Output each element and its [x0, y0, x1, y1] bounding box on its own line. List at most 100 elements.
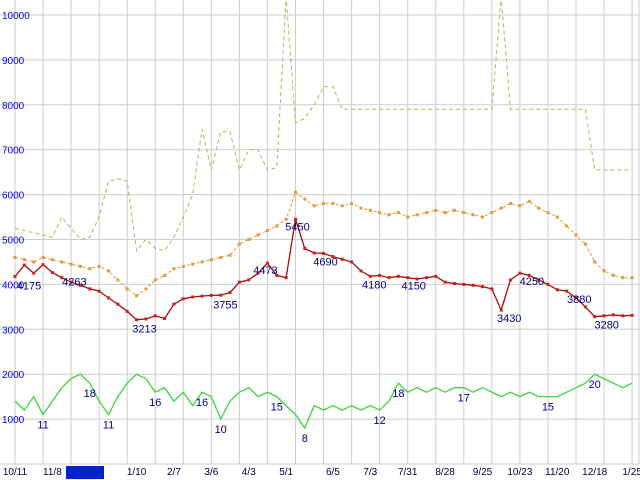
data-point-marker	[135, 294, 139, 298]
point-label: 4180	[362, 279, 386, 291]
data-point-marker	[630, 276, 634, 280]
data-point-marker	[527, 273, 531, 277]
data-point-marker	[471, 283, 475, 287]
point-label: 4473	[253, 265, 277, 277]
data-point-marker	[621, 276, 625, 280]
data-point-marker	[237, 242, 241, 246]
x-tick-label: 6/5	[326, 467, 340, 478]
data-point-marker	[88, 287, 92, 291]
point-label: 3755	[213, 299, 237, 311]
point-label: 5450	[285, 221, 309, 233]
point-label: 17	[458, 393, 470, 405]
data-point-marker	[78, 283, 82, 287]
data-point-marker	[228, 253, 232, 257]
data-point-marker	[415, 277, 419, 281]
data-point-marker	[406, 215, 410, 219]
y-tick-label: 4000	[2, 280, 25, 291]
data-point-marker	[13, 275, 17, 279]
y-tick-label: 3000	[2, 325, 25, 336]
data-point-marker	[312, 204, 316, 208]
data-point-marker	[378, 273, 382, 277]
point-label: 3213	[132, 324, 156, 336]
data-point-marker	[125, 287, 129, 291]
data-point-marker	[509, 202, 513, 206]
data-point-marker	[415, 213, 419, 217]
data-point-marker	[340, 204, 344, 208]
x-tick-label: 2/7	[167, 467, 181, 478]
data-point-marker	[107, 269, 110, 273]
point-label: 4263	[62, 277, 86, 289]
data-point-marker	[50, 258, 54, 262]
data-point-marker	[153, 314, 157, 318]
data-point-marker	[555, 288, 559, 292]
data-point-marker	[396, 274, 400, 278]
data-point-marker	[350, 202, 354, 206]
data-point-marker	[191, 295, 195, 299]
data-point-marker	[350, 260, 354, 264]
y-tick-label: 1000	[2, 415, 25, 426]
data-point-marker	[144, 287, 148, 291]
y-tick-label: 6000	[2, 191, 25, 202]
data-point-marker	[396, 211, 400, 215]
data-point-marker	[434, 208, 438, 212]
data-point-marker	[69, 280, 73, 284]
data-point-marker	[509, 278, 513, 282]
x-tick-label: 1/10	[127, 467, 147, 478]
data-point-marker	[331, 202, 335, 206]
x-tick-label: 10/11	[3, 467, 28, 478]
data-point-marker	[331, 255, 335, 259]
data-point-marker	[359, 206, 363, 210]
x-tick-label: 11/8	[43, 467, 62, 478]
point-label: 18	[84, 388, 96, 400]
x-tick-label: 1/25	[622, 467, 640, 478]
data-point-marker	[97, 264, 101, 268]
series-red-price	[13, 217, 634, 322]
data-point-marker	[611, 273, 615, 277]
data-point-marker	[163, 317, 167, 321]
grid-lines	[0, 0, 640, 465]
point-label: 10	[215, 424, 227, 436]
y-tick-label: 2000	[2, 370, 25, 381]
data-point-marker	[322, 251, 326, 255]
data-point-marker	[78, 264, 82, 268]
data-point-marker	[527, 199, 531, 203]
highlight-box	[66, 466, 104, 479]
data-point-marker	[219, 293, 223, 297]
series-line	[14, 0, 633, 252]
data-point-marker	[88, 267, 92, 271]
data-point-marker	[565, 289, 569, 293]
x-tick-label: 11/20	[545, 467, 570, 478]
x-tick-label: 10/23	[507, 467, 532, 478]
point-label: 3430	[497, 313, 521, 325]
data-point-marker	[368, 274, 372, 278]
data-point-marker	[60, 260, 64, 264]
point-label: 4150	[401, 281, 425, 293]
data-point-marker	[22, 263, 26, 267]
data-point-marker	[247, 238, 251, 241]
data-point-marker	[60, 276, 64, 280]
data-point-marker	[69, 262, 73, 266]
data-point-marker	[294, 190, 297, 194]
data-point-marker	[565, 224, 569, 228]
data-point-marker	[22, 258, 26, 262]
data-point-marker	[265, 261, 269, 265]
data-point-marker	[434, 274, 438, 278]
data-point-marker	[602, 269, 606, 273]
data-point-marker	[275, 273, 279, 277]
data-point-marker	[611, 313, 615, 317]
data-point-marker	[490, 211, 494, 215]
point-label: 15	[542, 402, 554, 414]
data-point-marker	[462, 211, 466, 215]
data-point-marker	[172, 302, 176, 306]
y-tick-label: 9000	[2, 56, 25, 67]
point-label: 11	[37, 420, 48, 432]
data-point-marker	[602, 314, 606, 318]
data-point-marker	[537, 206, 541, 210]
data-point-marker	[555, 215, 559, 219]
data-point-marker	[32, 271, 36, 275]
data-point-marker	[209, 258, 213, 262]
data-point-marker	[452, 208, 456, 212]
point-label: 4250	[520, 276, 544, 288]
